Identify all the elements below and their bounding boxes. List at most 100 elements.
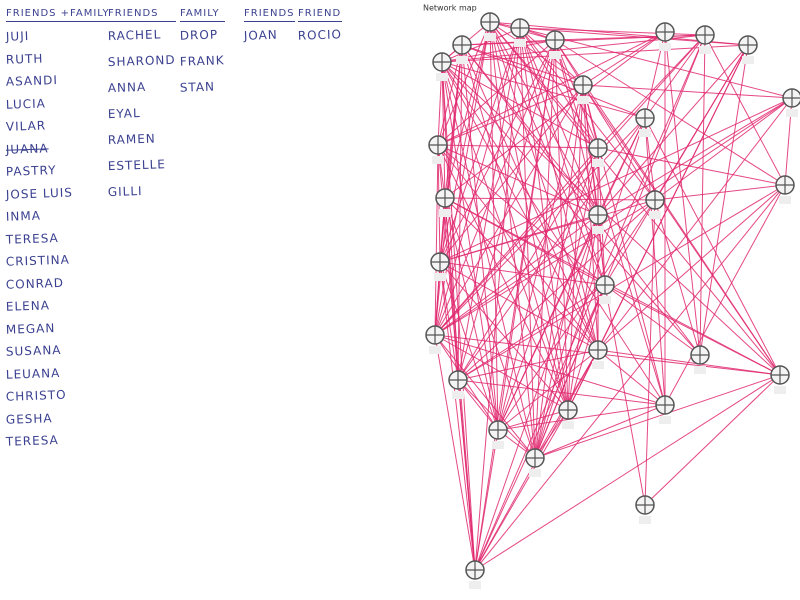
edge bbox=[474, 284, 606, 571]
edge bbox=[434, 84, 584, 336]
node bbox=[558, 400, 578, 429]
edge bbox=[597, 349, 666, 406]
node-label-box bbox=[779, 196, 791, 204]
edge bbox=[437, 144, 599, 149]
edge bbox=[457, 284, 606, 381]
list: FRIENDS +FAMILY Juji Ruth Asandi Lucia Vilar J… bbox=[6, 8, 110, 456]
node-label-box bbox=[742, 56, 754, 64]
list-header: FRIENDS bbox=[108, 8, 176, 22]
node-cross bbox=[696, 26, 714, 44]
edge bbox=[461, 44, 701, 356]
list: FRIEND Rocio bbox=[298, 8, 343, 54]
node bbox=[770, 365, 790, 394]
node-label-box bbox=[429, 346, 441, 354]
list-header: FRIENDS +FAMILY bbox=[6, 8, 110, 22]
edge bbox=[554, 39, 569, 411]
list: FRIENDS Joan bbox=[244, 8, 295, 54]
edge bbox=[439, 21, 491, 263]
edge bbox=[644, 34, 706, 119]
list-header: FRIEND bbox=[298, 8, 343, 22]
node-label-box bbox=[694, 366, 706, 374]
node-cross bbox=[559, 401, 577, 419]
node bbox=[782, 88, 800, 117]
node-cross bbox=[739, 36, 757, 54]
edge bbox=[434, 334, 476, 571]
edge bbox=[654, 184, 786, 201]
node-cross bbox=[574, 76, 592, 94]
node bbox=[452, 35, 472, 64]
node bbox=[695, 25, 715, 54]
node-cross bbox=[466, 561, 484, 579]
edge bbox=[604, 284, 781, 376]
node-cross bbox=[433, 53, 451, 71]
node bbox=[775, 175, 795, 204]
edge bbox=[597, 97, 793, 216]
list: FAMILY Drop Frank Stan bbox=[180, 8, 225, 106]
node bbox=[738, 35, 758, 64]
edge bbox=[444, 31, 666, 199]
edge bbox=[441, 61, 499, 431]
node-cross bbox=[589, 341, 607, 359]
edge bbox=[444, 197, 599, 351]
edge bbox=[441, 44, 749, 63]
edge bbox=[441, 61, 446, 199]
edge bbox=[457, 199, 656, 381]
node bbox=[573, 75, 593, 104]
edge bbox=[434, 214, 599, 336]
node bbox=[595, 275, 615, 304]
edge bbox=[497, 409, 569, 431]
node-cross bbox=[436, 189, 454, 207]
list-header: FRIENDS bbox=[244, 8, 295, 22]
node-cross bbox=[453, 36, 471, 54]
node-cross bbox=[449, 371, 467, 389]
edge bbox=[437, 39, 556, 146]
edge bbox=[474, 409, 569, 571]
node bbox=[510, 18, 530, 47]
node-cross bbox=[656, 23, 674, 41]
edge bbox=[664, 184, 786, 406]
edge bbox=[644, 117, 781, 376]
edge bbox=[654, 97, 793, 201]
edge bbox=[497, 404, 666, 431]
edge bbox=[441, 61, 569, 411]
edge bbox=[554, 34, 706, 41]
edge bbox=[457, 379, 499, 431]
node bbox=[588, 340, 608, 369]
node-label-box bbox=[562, 421, 574, 429]
edge bbox=[444, 197, 536, 459]
edge bbox=[439, 261, 569, 411]
node-label-box bbox=[639, 516, 651, 524]
edge bbox=[434, 117, 646, 336]
edge bbox=[474, 34, 706, 571]
edge bbox=[439, 261, 476, 571]
node bbox=[488, 420, 508, 449]
edge bbox=[582, 84, 656, 201]
edge bbox=[554, 39, 599, 216]
edge bbox=[457, 184, 786, 381]
edge bbox=[497, 349, 599, 431]
edge bbox=[437, 84, 584, 146]
node-label-box bbox=[639, 129, 651, 137]
edge bbox=[474, 184, 786, 571]
edge bbox=[644, 199, 656, 506]
node-label-box bbox=[649, 211, 661, 219]
edge bbox=[434, 334, 781, 376]
node bbox=[645, 190, 665, 219]
node bbox=[635, 108, 655, 137]
node-cross bbox=[783, 89, 800, 107]
edge bbox=[434, 334, 569, 411]
edge bbox=[444, 197, 499, 431]
node-cross bbox=[636, 109, 654, 127]
node-label-box bbox=[774, 386, 786, 394]
node-cross bbox=[646, 191, 664, 209]
node bbox=[425, 325, 445, 354]
edge bbox=[457, 147, 599, 381]
edge bbox=[437, 144, 599, 216]
node-cross bbox=[636, 496, 654, 514]
node bbox=[545, 30, 565, 59]
edge bbox=[439, 97, 793, 263]
edge bbox=[474, 39, 556, 571]
node-label-box bbox=[659, 43, 671, 51]
node-cross bbox=[511, 19, 529, 37]
